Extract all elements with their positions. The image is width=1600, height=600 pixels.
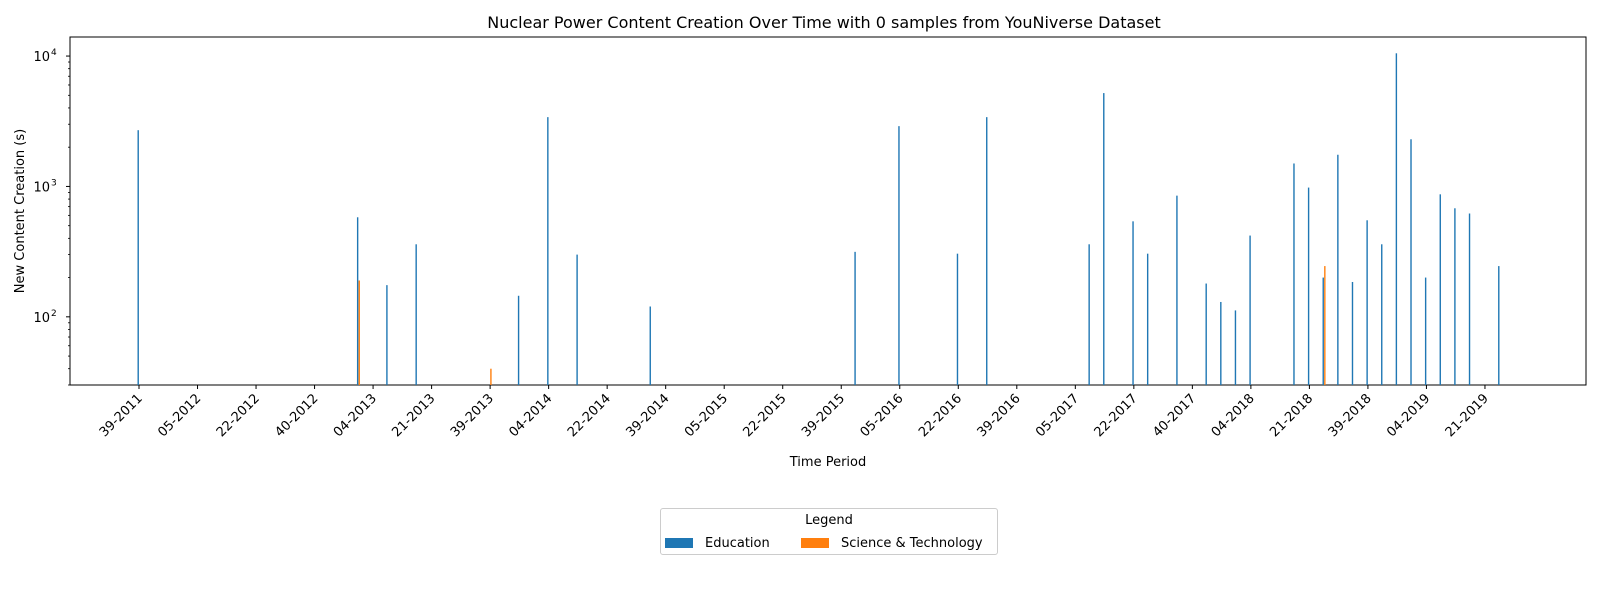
bar-education-14 xyxy=(1132,221,1134,385)
bar-education-23 xyxy=(1322,277,1324,385)
bar-education-33 xyxy=(1468,213,1471,385)
bar-science-technology-1 xyxy=(490,368,492,385)
y-tick-label-1: 10 xyxy=(33,180,50,195)
bar-education-20 xyxy=(1249,235,1251,385)
x-tick-label-11: 22-2015 xyxy=(741,391,790,440)
x-tick-label-6: 39-2013 xyxy=(448,391,497,440)
x-tick-label-10: 05-2015 xyxy=(682,391,731,440)
bar-education-7 xyxy=(649,306,651,385)
x-tick-label-5: 21-2013 xyxy=(389,391,438,440)
bar-education-10 xyxy=(956,253,959,385)
bar-education-31 xyxy=(1439,194,1441,385)
bar-education-19 xyxy=(1234,310,1237,385)
legend: Legend Education Science & Technology xyxy=(660,508,998,555)
x-tick-label-14: 22-2016 xyxy=(916,391,965,440)
bar-education-13 xyxy=(1103,93,1105,385)
x-tick-label-16: 05-2017 xyxy=(1033,391,1082,440)
x-axis-label: Time Period xyxy=(789,455,866,470)
x-tick-label-2: 22-2012 xyxy=(214,391,263,440)
bar-education-15 xyxy=(1146,253,1149,385)
x-tick-label-12: 39-2015 xyxy=(799,391,848,440)
bar-education-17 xyxy=(1205,283,1207,385)
bar-education-32 xyxy=(1454,208,1456,385)
bar-education-8 xyxy=(854,251,856,385)
x-tick-label-23: 21-2019 xyxy=(1443,391,1492,440)
bar-education-12 xyxy=(1088,244,1090,385)
x-tick-label-1: 05-2012 xyxy=(155,391,204,440)
bar-education-26 xyxy=(1366,220,1368,385)
y-axis-label: New Content Creation (s) xyxy=(13,129,28,293)
bar-education-25 xyxy=(1351,281,1354,385)
x-tick-label-9: 39-2014 xyxy=(623,391,672,440)
bar-education-21 xyxy=(1293,163,1295,385)
bar-education-2 xyxy=(386,285,388,385)
bar-education-28 xyxy=(1395,53,1398,385)
x-tick-label-13: 05-2016 xyxy=(858,391,907,440)
bar-education-0 xyxy=(137,130,139,385)
x-tick-label-18: 40-2017 xyxy=(1150,391,1199,440)
legend-label-education: Education xyxy=(705,535,770,551)
y-tick-label-0: 10 xyxy=(33,311,50,326)
bar-education-1 xyxy=(356,217,359,385)
x-tick-label-17: 22-2017 xyxy=(1092,391,1141,440)
legend-item-education: Education xyxy=(665,535,770,551)
chart-title: Nuclear Power Content Creation Over Time… xyxy=(487,13,1160,32)
bar-education-11 xyxy=(986,117,988,385)
x-tick-label-19: 04-2018 xyxy=(1209,391,1258,440)
bar-education-18 xyxy=(1220,301,1222,385)
legend-label-science-technology: Science & Technology xyxy=(841,535,983,551)
x-tick-label-8: 22-2014 xyxy=(565,391,614,440)
bar-education-9 xyxy=(898,126,900,386)
bar-education-3 xyxy=(415,244,417,385)
legend-swatch-education xyxy=(665,538,693,548)
plot-frame xyxy=(69,36,1587,386)
y-tick-exponent-1: 3 xyxy=(51,178,57,188)
bar-education-5 xyxy=(547,117,549,385)
x-tick-label-3: 40-2012 xyxy=(272,391,321,440)
y-tick-exponent-0: 2 xyxy=(51,309,57,319)
legend-title: Legend xyxy=(805,513,853,528)
x-tick-label-21: 39-2018 xyxy=(1326,391,1375,440)
bar-education-22 xyxy=(1307,187,1310,385)
bar-science-technology-2 xyxy=(1324,266,1326,385)
legend-item-science-technology: Science & Technology xyxy=(801,535,983,551)
bar-education-16 xyxy=(1176,195,1178,385)
bar-science-technology-0 xyxy=(358,280,360,385)
bar-education-6 xyxy=(576,254,578,385)
x-tick-label-22: 04-2019 xyxy=(1384,391,1433,440)
bar-education-24 xyxy=(1337,154,1339,385)
x-tick-label-0: 39-2011 xyxy=(97,391,146,440)
legend-swatch-science-technology xyxy=(801,538,829,548)
x-tick-label-15: 39-2016 xyxy=(975,391,1024,440)
x-tick-label-20: 21-2018 xyxy=(1267,391,1316,440)
bar-education-29 xyxy=(1410,139,1412,385)
bar-education-4 xyxy=(517,295,520,385)
x-tick-label-4: 04-2013 xyxy=(331,391,380,440)
bar-education-27 xyxy=(1381,244,1383,385)
x-tick-label-7: 04-2014 xyxy=(506,391,555,440)
bars-group xyxy=(137,53,1500,386)
bar-education-30 xyxy=(1424,277,1427,385)
x-axis: 39-2011 05-2012 22-2012 40-2012 04-2013 21-20… xyxy=(97,385,1492,440)
y-tick-exponent-2: 4 xyxy=(51,48,57,58)
y-tick-label-2: 10 xyxy=(33,50,50,65)
bar-education-34 xyxy=(1498,266,1500,385)
